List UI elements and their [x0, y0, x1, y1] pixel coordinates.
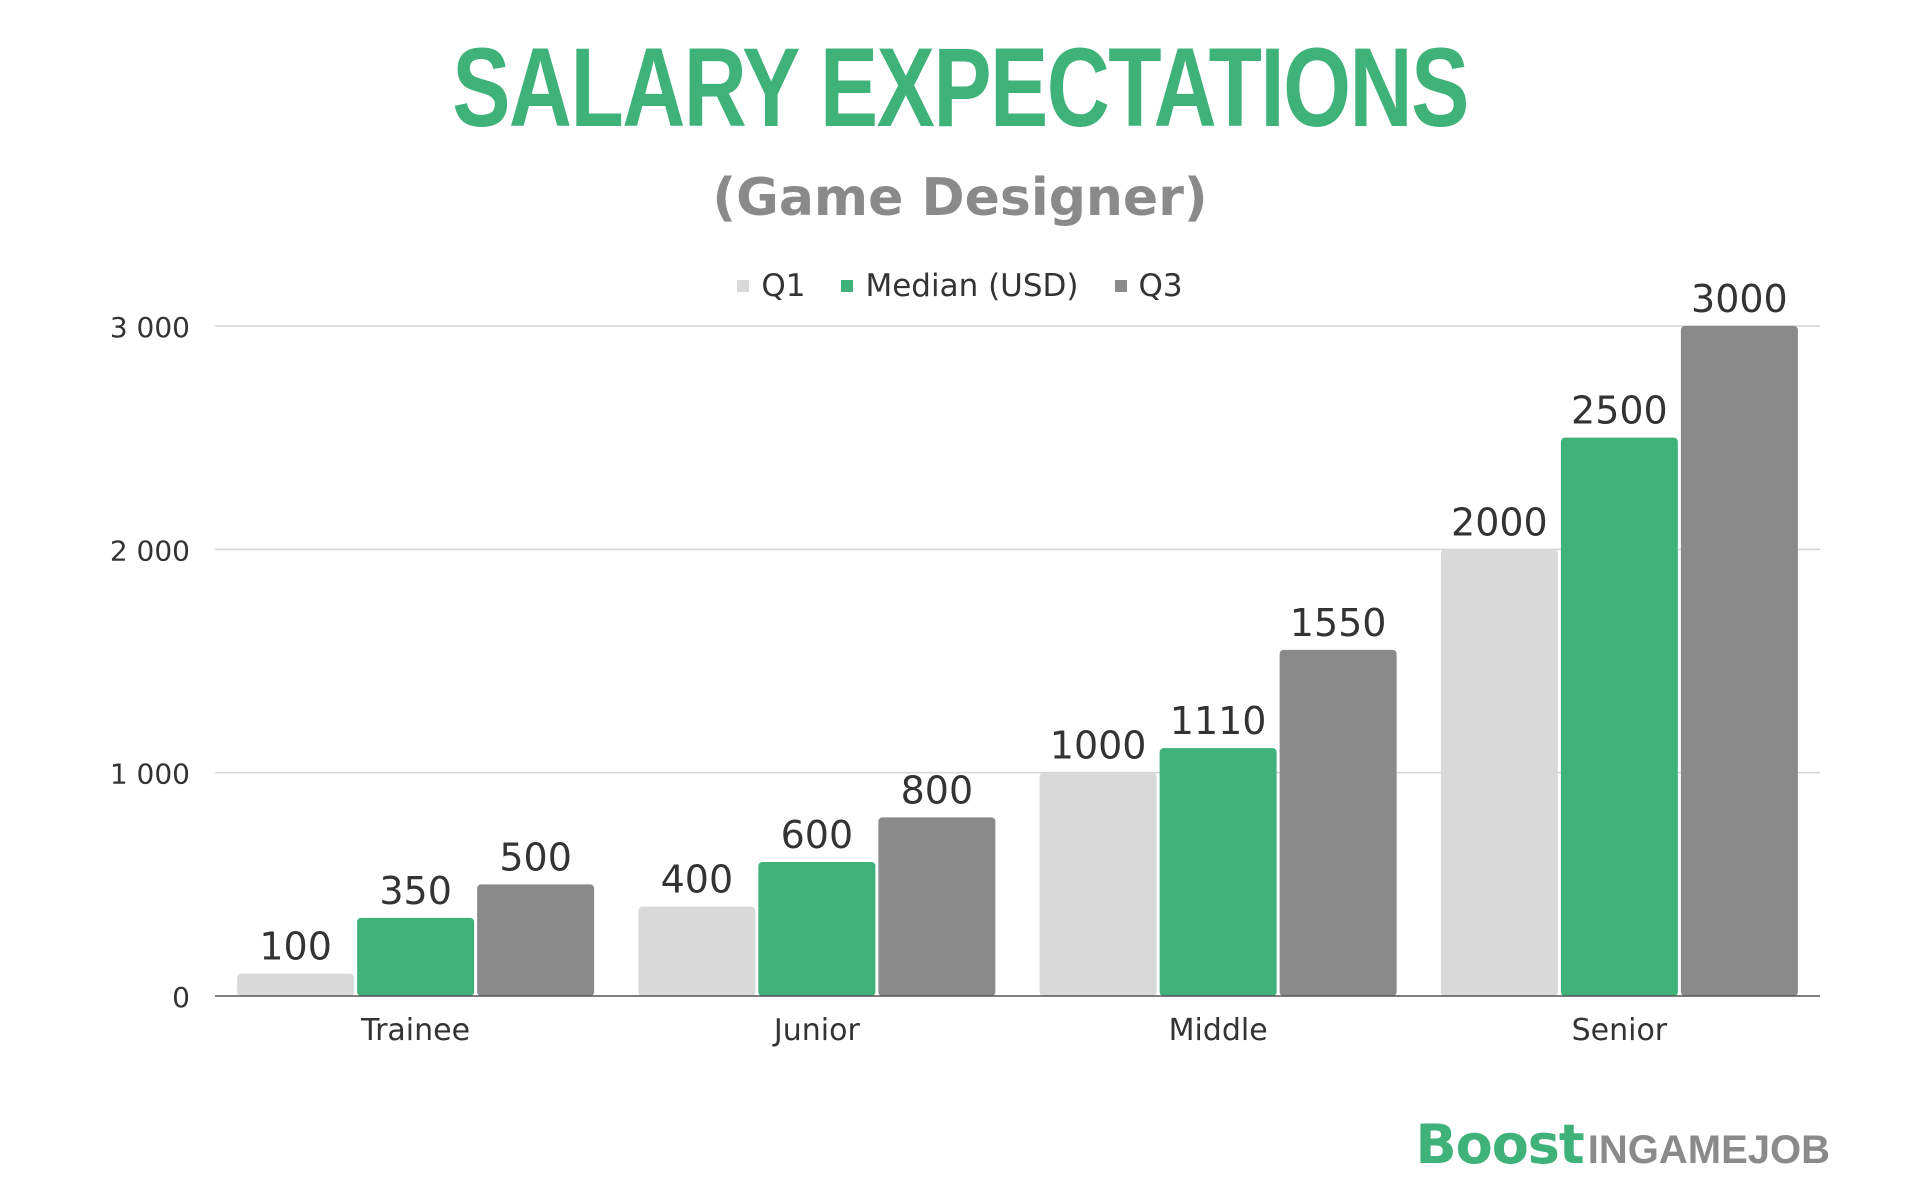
legend-item-q3: Q3: [1114, 268, 1183, 304]
legend-swatch-q3: [1114, 280, 1127, 292]
x-tick-label-trainee: Trainee: [360, 1013, 470, 1048]
data-label-trainee-2: 500: [499, 835, 572, 879]
data-label-senior-2: 3000: [1691, 277, 1788, 321]
brand-logo-rest: INGAMEJOB: [1587, 1128, 1830, 1172]
data-label-middle-1: 1110: [1170, 699, 1267, 743]
data-label-junior-1: 600: [781, 813, 854, 857]
data-label-junior-2: 800: [901, 768, 974, 812]
data-label-senior-0: 2000: [1451, 500, 1548, 544]
x-tick-label-junior: Junior: [772, 1013, 861, 1048]
data-label-senior-1: 2500: [1571, 389, 1668, 433]
bar-junior-median-usd: [758, 862, 876, 996]
legend-item-median: Median (USD): [841, 268, 1079, 304]
bar-trainee-median-usd: [357, 917, 475, 996]
y-tick-label-2000: 2 000: [110, 534, 190, 567]
x-tick-label-senior: Senior: [1572, 1013, 1668, 1048]
data-label-junior-0: 400: [661, 858, 734, 902]
bar-senior-q1: [1440, 549, 1558, 996]
legend-swatch-median: [841, 280, 854, 292]
y-tick-label-1000: 1 000: [110, 758, 190, 791]
bar-middle-q3: [1279, 649, 1397, 996]
bar-junior-q1: [638, 906, 756, 996]
data-label-middle-0: 1000: [1050, 724, 1147, 768]
data-label-trainee-0: 100: [259, 925, 332, 969]
chart-subtitle: (Game Designer): [712, 168, 1208, 228]
bar-junior-q3: [878, 817, 996, 996]
legend-swatch-q1: [737, 280, 750, 292]
legend-label-median: Median (USD): [865, 268, 1079, 304]
bar-middle-median-usd: [1159, 748, 1277, 996]
brand-logo: Boost INGAMEJOB: [1415, 1118, 1830, 1172]
legend-label-q3: Q3: [1138, 268, 1183, 304]
chart-legend: Q1 Median (USD) Q3: [0, 268, 1920, 304]
bar-trainee-q1: [237, 973, 355, 996]
y-tick-label-3000: 3 000: [110, 311, 190, 344]
y-tick-label-0: 0: [172, 981, 190, 1014]
bar-middle-q1: [1039, 772, 1157, 996]
x-tick-label-middle: Middle: [1169, 1013, 1268, 1048]
data-label-middle-2: 1550: [1290, 601, 1387, 645]
bar-senior-median-usd: [1560, 437, 1678, 997]
legend-label-q1: Q1: [761, 268, 806, 304]
bar-senior-q3: [1680, 326, 1798, 996]
bar-trainee-q3: [477, 884, 595, 996]
legend-item-q1: Q1: [737, 268, 805, 304]
data-label-trainee-1: 350: [379, 869, 452, 913]
chart-title: SALARY EXPECTATIONS: [452, 25, 1469, 150]
brand-logo-strong: Boost: [1415, 1113, 1584, 1176]
